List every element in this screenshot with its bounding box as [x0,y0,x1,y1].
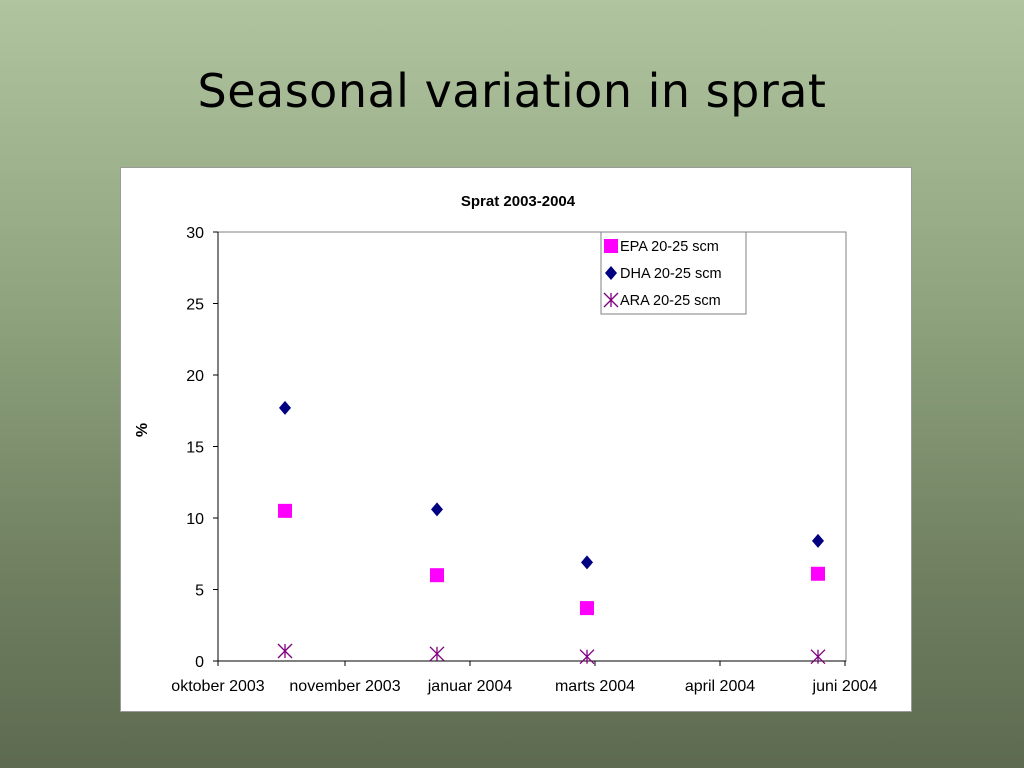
dha-point [812,533,824,548]
x-tick-label: marts 2004 [555,678,635,695]
y-tick-label: 0 [195,654,204,671]
ara-point [277,643,293,659]
slide-title: Seasonal variation in sprat [197,64,827,118]
y-tick-label: 25 [186,297,204,314]
epa-point [580,601,594,616]
epa-point [430,568,444,583]
dha-point [581,555,593,570]
dha-point [431,502,443,517]
legend-label: DHA 20-25 scm [620,266,722,282]
plot-frame [217,231,847,662]
legend-label: EPA 20-25 scm [620,239,719,255]
y-axis-label: % [134,423,151,437]
x-tick-label: november 2003 [289,678,400,695]
y-tick-label: 15 [186,440,204,457]
legend-marker [605,266,617,280]
y-tick-label: 30 [186,225,204,242]
legend-marker [604,239,618,253]
ara-point [579,649,595,665]
x-tick-label: oktober 2003 [171,678,265,695]
x-tick-label: juni 2004 [812,678,878,695]
legend-marker [603,292,619,308]
legend-box [600,231,747,315]
chart-title: Sprat 2003-2004 [461,193,576,210]
y-tick-label: 10 [186,511,204,528]
y-tick-label: 5 [195,583,204,600]
ara-point [429,646,445,662]
ara-point [810,649,826,665]
y-tick-label: 20 [186,368,204,385]
legend-label: ARA 20-25 scm [620,293,721,309]
x-tick-label: januar 2004 [427,678,513,695]
epa-point [278,503,292,518]
x-tick-label: april 2004 [685,678,755,695]
chart-area: Sprat 2003-2004% 0 5 10 15 20 25 30 oktober 2003… [120,167,912,712]
scatter-chart: Sprat 2003-2004% 0 5 10 15 20 25 30 oktober 2003… [134,193,878,695]
dha-point [279,400,291,415]
epa-point [811,566,825,581]
